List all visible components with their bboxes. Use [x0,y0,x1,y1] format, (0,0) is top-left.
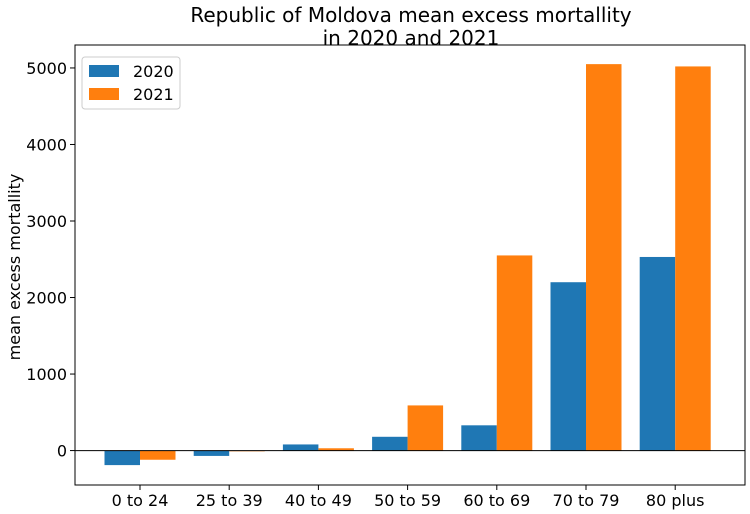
y-tick-label-4000: 4000 [26,135,67,154]
y-axis-label: mean excess mortallity [5,174,24,361]
bar-2020-80-plus [639,256,676,451]
x-tick-label-25-to-39: 25 to 39 [196,491,263,510]
plot-frame [74,44,746,486]
y-tick-label-5000: 5000 [26,59,67,78]
bar-2020-70-to-79 [550,282,586,451]
x-tick-label-40-to-49: 40 to 49 [285,491,352,510]
bar-2021-0-to-24 [140,450,176,460]
x-tick-label-0-to-24: 0 to 24 [112,491,169,510]
chart-title-line-2: in 2020 and 2021 [323,26,500,50]
x-tick-label-70-to-79: 70 to 79 [553,491,620,510]
legend-label-2021: 2021 [133,85,174,104]
bar-2021-40-to-49 [318,448,354,451]
bar-2021-60-to-69 [496,255,533,451]
bar-2021-50-to-59 [407,405,444,451]
plot-area: 0 1000 2000 3000 4000 5000 0 to 24 25 to 39 40 t… [26,44,746,510]
y-tick-label-2000: 2000 [26,289,67,308]
bar-2020-50-to-59 [372,436,408,451]
legend-swatch-2021 [89,88,119,100]
bar-2020-0-to-24 [104,450,140,466]
bar-2020-60-to-69 [461,425,497,451]
bar-2020-25-to-39 [193,450,230,456]
bar-2021-70-to-79 [586,64,622,451]
y-tick-label-1000: 1000 [26,365,67,384]
y-tick-label-0: 0 [57,442,67,461]
bar-2020-40-to-49 [282,444,319,451]
bar-2021-80-plus [675,66,711,451]
legend-swatch-2020 [89,65,119,77]
y-tick-label-3000: 3000 [26,212,67,231]
x-tick-label-50-to-59: 50 to 59 [374,491,441,510]
x-tick-label-80-plus: 80 plus [646,491,705,510]
legend-label-2020: 2020 [133,62,174,81]
x-tick-label-60-to-69: 60 to 69 [463,491,530,510]
chart-title-line-1: Republic of Moldova mean excess mortalli… [190,3,631,27]
